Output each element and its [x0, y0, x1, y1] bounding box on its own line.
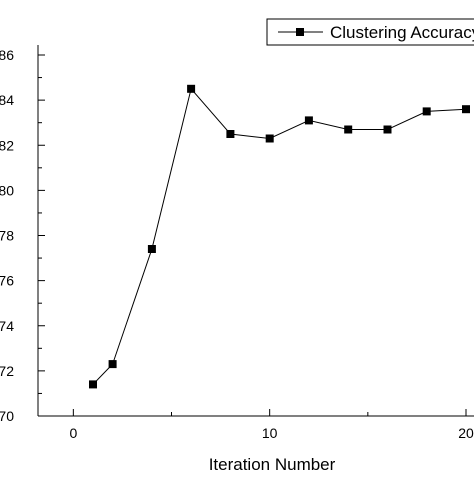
series-line [92, 87, 467, 385]
data-point-marker [344, 125, 353, 134]
legend-label: Clustering Accuracy [330, 23, 474, 42]
axis-ticks: 70 72 74 76 78 80 82 84 86 0 10 20 [0, 47, 474, 441]
y-tick-label: 72 [0, 363, 14, 379]
x-axis-title: Iteration Number [209, 455, 336, 474]
data-point-marker [265, 134, 274, 143]
data-point-marker [462, 105, 470, 114]
data-point-marker [108, 360, 117, 369]
y-tick-label: 80 [0, 182, 14, 198]
data-point-marker [89, 380, 97, 389]
data-series [89, 84, 470, 389]
data-point-marker [383, 125, 392, 134]
axes [37, 45, 474, 417]
y-tick-label: 78 [0, 228, 14, 244]
data-point-marker [226, 130, 235, 138]
x-tick-label: 0 [69, 425, 77, 441]
y-tick-label: 86 [0, 47, 14, 63]
data-point-marker [187, 84, 196, 93]
data-point-marker [304, 116, 313, 125]
y-tick-label: 84 [0, 92, 14, 108]
legend: Clustering Accuracy [266, 18, 474, 46]
y-tick-label: 82 [0, 137, 14, 153]
data-point-marker [147, 245, 156, 253]
data-point-marker [422, 107, 431, 116]
x-tick-label: 20 [458, 425, 474, 441]
y-tick-label: 70 [0, 408, 14, 424]
x-tick-label: 10 [262, 425, 278, 441]
y-tick-label: 74 [0, 318, 14, 334]
legend-marker-square [296, 28, 304, 36]
y-tick-label: 76 [0, 273, 14, 289]
